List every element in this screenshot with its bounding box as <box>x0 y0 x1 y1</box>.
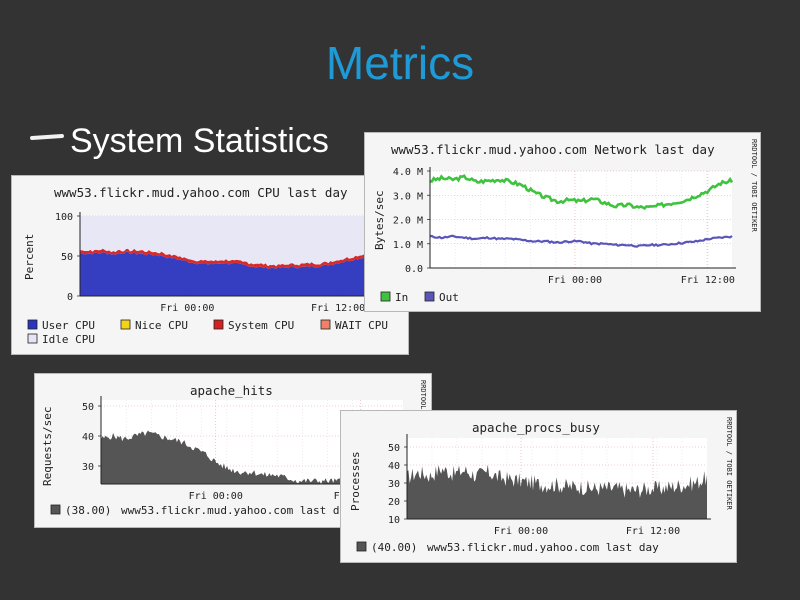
apache-procs-area <box>407 464 707 519</box>
apache-procs-busy-title: apache_procs_busy <box>472 420 600 435</box>
legend-swatch-procs <box>356 541 367 552</box>
cpu-chart-panel: www53.flickr.mud.yahoo.com CPU last day … <box>11 175 409 355</box>
apache-hits-y-tick-label: 40 <box>82 432 94 443</box>
apache-hits-y-axis-label: Requests/sec <box>41 407 54 486</box>
apache-procs-y-tick-label: 10 <box>388 515 400 526</box>
network-y-axis-label: Bytes/sec <box>373 190 386 250</box>
network-line-out <box>429 234 733 248</box>
legend-swatch-idle-cpu <box>27 333 38 344</box>
legend-swatch-user-cpu <box>27 319 38 330</box>
apache-hits-y-tick-label: 50 <box>82 402 94 413</box>
legend-swatch-wait-cpu <box>320 319 331 330</box>
cpu-area-idle-cpu <box>80 216 370 267</box>
legend-in: In <box>395 291 408 304</box>
legend-nice-cpu: Nice CPU <box>135 319 188 332</box>
apache-hits-area <box>101 430 403 485</box>
legend-procs-value: (40.00) <box>371 541 417 554</box>
legend-swatch-system-cpu <box>213 319 224 330</box>
cpu-x-tick-label: Fri 00:00 <box>160 303 214 314</box>
slide-title: Metrics <box>325 37 475 89</box>
network-y-tick-label: 3.0 M <box>393 191 423 202</box>
cpu-y-tick-label: 0 <box>67 292 73 303</box>
network-legend: In Out <box>380 291 459 304</box>
network-y-tick-label: 4.0 M <box>393 167 423 178</box>
network-y-tick-label: 1.0 M <box>393 240 423 251</box>
legend-swatch-hits <box>50 504 61 515</box>
legend-system-cpu: System CPU <box>228 319 294 332</box>
network-chart-title: www53.flickr.mud.yahoo.com Network last … <box>391 142 715 157</box>
legend-idle-cpu: Idle CPU <box>42 333 95 346</box>
apache-hits-x-tick-label: Fri 00:00 <box>189 491 243 502</box>
apache-hits-title: apache_hits <box>190 383 273 398</box>
cpu-y-axis-label: Percent <box>23 234 36 280</box>
legend-hits-label: www53.flickr.mud.yahoo.com last day <box>121 504 353 517</box>
cpu-x-tick-label: Fri 12:00 <box>311 303 365 314</box>
apache-procs-y-tick-label: 40 <box>388 461 400 472</box>
apache-procs-x-tick-label: Fri 12:00 <box>626 526 680 537</box>
apache-procs-x-tick-label: Fri 00:00 <box>494 526 548 537</box>
network-y-tick-label: 2.0 M <box>393 216 423 227</box>
legend-user-cpu: User CPU <box>42 319 95 332</box>
legend-swatch-in <box>380 291 391 302</box>
cpu-chart-title: www53.flickr.mud.yahoo.com CPU last day <box>54 185 348 200</box>
legend-out: Out <box>439 291 459 304</box>
bullet-dash <box>29 133 65 141</box>
cpu-y-tick-label: 50 <box>61 252 73 263</box>
section-title: System Statistics <box>70 122 329 160</box>
apache-hits-y-tick-label: 30 <box>82 462 94 473</box>
network-x-tick-label: Fri 12:00 <box>681 275 735 286</box>
cpu-area-system-cpu <box>80 248 370 270</box>
legend-procs-label: www53.flickr.mud.yahoo.com last day <box>427 541 659 554</box>
network-chart: www53.flickr.mud.yahoo.com Network last … <box>373 139 758 304</box>
network-line-in <box>430 174 734 211</box>
network-y-tick-label: 0.0 <box>405 264 423 275</box>
apache-procs-y-tick-label: 30 <box>388 479 400 490</box>
apache-hits-legend: (38.00) www53.flickr.mud.yahoo.com last … <box>50 504 353 517</box>
cpu-legend: User CPU Nice CPU System CPU WAIT CPU Id… <box>27 319 388 346</box>
cpu-area-user-cpu <box>80 251 370 296</box>
network-plot-area: 0.0 1.0 M 2.0 M 3.0 M 4.0 M Fri 00:00 Fri 12:0… <box>393 167 736 286</box>
apache-procs-legend: (40.00) www53.flickr.mud.yahoo.com last … <box>356 541 659 554</box>
legend-hits-value: (38.00) <box>65 504 111 517</box>
rrdtool-watermark: RRDTOOL / TOBI OETIKER <box>725 417 733 511</box>
cpu-chart: www53.flickr.mud.yahoo.com CPU last day … <box>23 185 388 346</box>
legend-swatch-out <box>424 291 435 302</box>
cpu-y-tick-label: 100 <box>55 212 73 223</box>
network-x-tick-label: Fri 00:00 <box>548 275 602 286</box>
apache-procs-busy-chart: apache_procs_busy Processes RRDTOOL / TO… <box>349 417 733 554</box>
apache-procs-busy-panel: apache_procs_busy Processes RRDTOOL / TO… <box>340 410 737 563</box>
apache-procs-y-axis-label: Processes <box>349 451 362 511</box>
legend-wait-cpu: WAIT CPU <box>335 319 388 332</box>
apache-procs-y-tick-label: 50 <box>388 443 400 454</box>
legend-swatch-nice-cpu <box>120 319 131 330</box>
apache-procs-y-tick-label: 20 <box>388 497 400 508</box>
rrdtool-watermark: RRDTOOL / TOBI OETIKER <box>750 139 758 233</box>
cpu-plot-area: 0 50 100 Fri 00:00 Fri 12:00 <box>55 212 374 314</box>
network-chart-panel: www53.flickr.mud.yahoo.com Network last … <box>364 132 761 312</box>
apache-procs-plot-area: 10 20 30 40 50 Fri 00:00 Fri 12:00 <box>388 434 711 537</box>
